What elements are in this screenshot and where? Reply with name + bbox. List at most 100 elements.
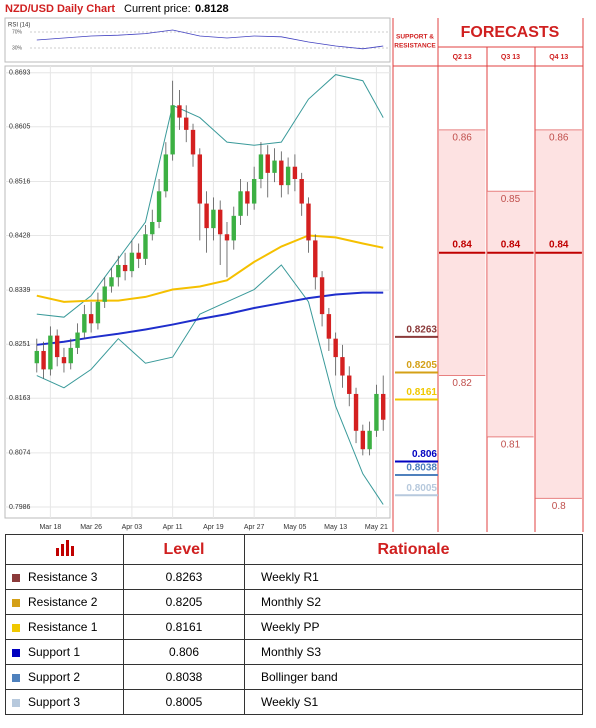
swatch xyxy=(12,673,20,682)
candle-body xyxy=(163,154,169,192)
y-tick-label: 0.8251 xyxy=(9,341,31,348)
page: NZD/USD Daily Chart Current price: 0.812… xyxy=(4,3,584,715)
candle-body xyxy=(347,375,352,394)
x-tick-label: May 05 xyxy=(283,524,306,531)
candle-body xyxy=(136,252,141,259)
level-value: 0.8263 xyxy=(123,564,245,590)
level-value-text: 0.806 xyxy=(168,645,200,659)
level-name-text: Support 3 xyxy=(28,695,81,709)
candle-body xyxy=(299,179,304,204)
candle-body xyxy=(360,430,366,450)
rsi-tick-label: 70% xyxy=(12,29,23,35)
level-rationale: Bollinger band xyxy=(244,664,583,690)
y-tick-label: 0.8516 xyxy=(9,178,31,185)
candle-body xyxy=(381,393,386,420)
candle-body xyxy=(251,179,257,204)
candle-body xyxy=(353,393,359,431)
table-row: Resistance 1 0.8161 Weekly PP xyxy=(5,614,583,640)
level-rationale-text: Weekly R1 xyxy=(261,570,319,584)
rsi-frame xyxy=(4,17,391,63)
candle-body xyxy=(285,166,291,186)
sr-label: 0.806 xyxy=(412,449,437,460)
candle-body xyxy=(204,203,209,229)
candle-body xyxy=(272,160,277,173)
level-rationale-text: Weekly PP xyxy=(261,620,320,634)
y-tick-label: 0.8339 xyxy=(9,287,31,294)
level-rationale: Weekly R1 xyxy=(244,564,583,590)
candle-body xyxy=(82,314,87,333)
candle-body xyxy=(122,264,128,272)
forecasts-title: FORECASTS xyxy=(461,24,560,41)
chart: NZD/USD Daily Chart Current price: 0.812… xyxy=(4,3,584,532)
rsi-line xyxy=(36,29,384,50)
candle-body xyxy=(224,234,230,241)
price-label: Current price: xyxy=(124,3,191,15)
level-rationale-text: Bollinger band xyxy=(261,670,338,684)
candle-body xyxy=(116,264,121,278)
candle-body xyxy=(54,335,60,358)
candle-body xyxy=(258,154,264,179)
y-tick-label: 0.8163 xyxy=(9,395,31,402)
indicator-line xyxy=(36,234,384,303)
level-name-text: Support 2 xyxy=(28,670,81,684)
level-rationale: Weekly S1 xyxy=(244,689,583,715)
level-value-text: 0.8038 xyxy=(165,670,203,684)
column-header: Rationale xyxy=(244,534,583,565)
forecast-label: 0.84 xyxy=(549,239,569,250)
candle-body xyxy=(102,286,107,302)
candle-body xyxy=(129,252,135,272)
candle-body xyxy=(48,335,53,370)
level-rationale: Monthly S3 xyxy=(244,639,583,665)
sr-label: 0.8205 xyxy=(406,360,437,371)
x-tick-label: Apr 03 xyxy=(122,524,143,531)
level-rationale-text: Monthly S3 xyxy=(261,645,322,659)
candle-body xyxy=(333,338,338,358)
x-tick-label: May 13 xyxy=(324,524,347,531)
y-tick-label: 0.7986 xyxy=(9,504,31,511)
forecast-label: 0.81 xyxy=(501,440,521,451)
quarter-label: Q3 13 xyxy=(501,54,520,61)
candle-body xyxy=(177,105,182,118)
header-row: Level Rationale xyxy=(5,534,583,565)
forecast-label: 0.84 xyxy=(452,239,472,250)
indicator-line xyxy=(36,264,384,505)
candle-body xyxy=(265,154,270,173)
candle-body xyxy=(156,191,162,222)
x-tick-label: Mar 26 xyxy=(80,524,102,531)
candle-body xyxy=(292,166,298,179)
swatch xyxy=(12,573,20,582)
forecast-label: 0.84 xyxy=(501,239,521,250)
level-value: 0.8038 xyxy=(123,664,245,690)
title: NZD/USD Daily Chart xyxy=(5,3,115,15)
forecast-label: 0.82 xyxy=(452,378,472,389)
table-row: Support 2 0.8038 Bollinger band xyxy=(5,664,583,690)
x-tick-label: Apr 11 xyxy=(163,524,183,531)
candle-body xyxy=(306,203,311,241)
swatch xyxy=(12,598,20,607)
y-tick-label: 0.8074 xyxy=(9,450,31,457)
candle-body xyxy=(143,234,148,259)
indicator-line xyxy=(36,291,384,346)
candle-body xyxy=(170,105,175,155)
candle-body xyxy=(238,191,243,216)
x-tick-label: Apr 27 xyxy=(244,524,265,531)
candle-body xyxy=(340,357,345,376)
y-tick-label: 0.8693 xyxy=(9,70,31,77)
quarter-label: Q4 13 xyxy=(549,54,568,61)
level-name: Support 2 xyxy=(5,664,124,690)
sr-header: SUPPORT & xyxy=(396,34,434,41)
forecast-label: 0.86 xyxy=(452,133,472,144)
candle-body xyxy=(61,357,67,364)
swatch xyxy=(12,648,20,657)
candle-body xyxy=(34,350,39,364)
level-name: Resistance 2 xyxy=(5,589,124,615)
candle-body xyxy=(109,277,114,287)
plot-frame xyxy=(4,65,391,519)
candle-body xyxy=(211,209,216,229)
candle-body xyxy=(217,209,223,235)
candle-body xyxy=(41,350,46,370)
table-row: Resistance 3 0.8263 Weekly R1 xyxy=(5,564,583,590)
level-value: 0.8205 xyxy=(123,589,245,615)
candle-body xyxy=(75,332,80,348)
table-row: Support 3 0.8005 Weekly S1 xyxy=(5,689,583,715)
